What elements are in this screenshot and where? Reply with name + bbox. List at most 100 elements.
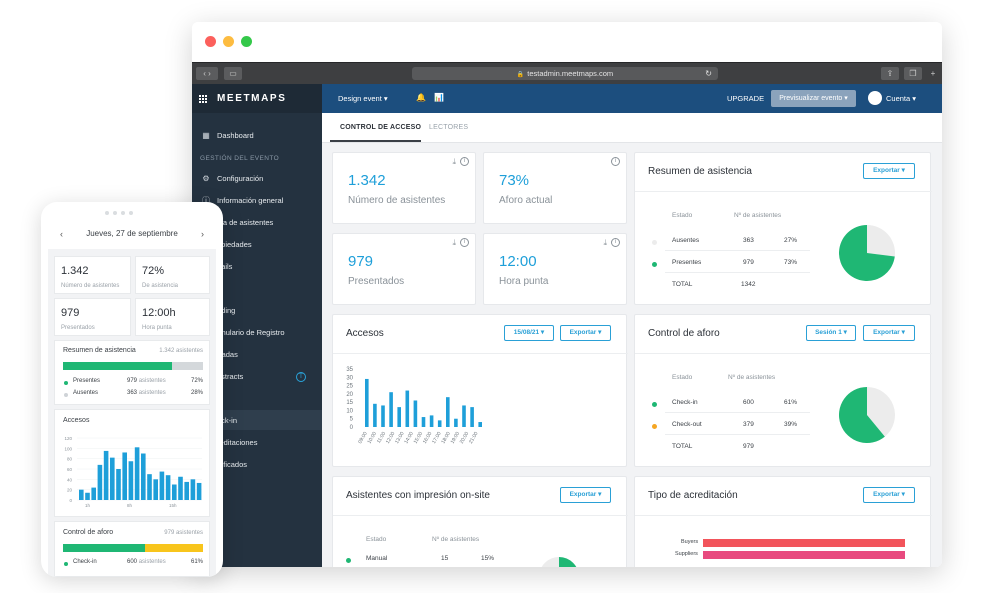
sidebar-item-emails[interactable]: nails [217, 261, 233, 271]
avatar[interactable] [868, 91, 882, 105]
design-event-dropdown[interactable]: Design event ▾ [338, 94, 388, 103]
back-forward-icon[interactable]: ‹ › [196, 67, 218, 80]
kpi-value: 1.342 [61, 265, 89, 277]
sidebar-item-dashboard[interactable]: ▦ Dashboard [192, 125, 322, 145]
row-estado: Presentes [672, 259, 702, 266]
download-icon[interactable]: ⤓ [603, 238, 607, 247]
date-filter-button[interactable]: 15/08/21 ▾ [504, 325, 554, 341]
card-title: Control de aforo [648, 328, 720, 339]
sidebar-item-entradas[interactable]: tradas [217, 349, 238, 359]
bar [389, 392, 393, 427]
export-button[interactable]: Exportar ▾ [863, 487, 915, 503]
column-header-estado: Estado [672, 374, 693, 381]
info-icon: ⓘ [202, 195, 210, 205]
x-tick-label: 11:00 [376, 431, 387, 445]
bar [405, 390, 410, 427]
acreditacion-card: Tipo de acreditación Exportar ▾ Buyers S… [634, 476, 932, 567]
row-estado: Ausentes [672, 237, 700, 244]
bar [184, 481, 189, 500]
aforo-pie-chart [839, 387, 895, 443]
y-tick-label: 20 [346, 392, 353, 398]
x-tick-label: 20:00 [459, 431, 471, 445]
url-bar[interactable]: 🔒 testadmin.meetmaps.com ↻ [412, 67, 718, 80]
sidebar-toggle-icon[interactable]: ▭ [224, 67, 242, 80]
bar [446, 397, 450, 427]
upgrade-link[interactable]: UPGRADE [727, 94, 765, 103]
tabs-icon[interactable]: ❐ [904, 67, 922, 80]
sidebar-item-formulario[interactable]: rmulario de Registro [217, 327, 285, 337]
session-filter-button[interactable]: Sesión 1 ▾ [806, 325, 856, 341]
bar [85, 492, 90, 500]
bar [397, 407, 401, 427]
kpi-value: 12:00 [499, 253, 537, 270]
bar [429, 415, 434, 427]
row-pct: 73% [784, 259, 798, 266]
maximize-window-button[interactable] [241, 36, 252, 47]
sidebar-item-abstracts[interactable]: ostracts [217, 371, 244, 381]
download-icon[interactable]: ⤓ [452, 157, 456, 166]
sidebar-item-propiedades[interactable]: opiedades [217, 239, 252, 249]
close-window-button[interactable] [205, 36, 216, 47]
sidebar-item-landing[interactable]: nding [217, 305, 236, 315]
minimize-window-button[interactable] [223, 36, 234, 47]
control-aforo-card: Control de aforo Sesión 1 ▾ Exportar ▾ E… [634, 314, 932, 467]
sidebar-item-informacion[interactable]: ⓘ Información general [202, 195, 284, 205]
kpi-label: Número de asistentes [348, 195, 446, 206]
chevron-right-icon[interactable]: › [201, 229, 204, 239]
column-header-num: Nº de asistentes [734, 212, 782, 219]
row-pct: 27% [784, 237, 798, 244]
info-icon[interactable]: i [611, 238, 620, 247]
reload-icon[interactable]: ↻ [705, 69, 712, 78]
lock-icon: 🔒 [516, 72, 525, 78]
x-tick-label: 16:00 [422, 431, 434, 445]
legend-dot [64, 393, 68, 397]
bar [190, 479, 196, 500]
pie-slice-presentes [839, 225, 895, 281]
card-title: Tipo de acreditación [648, 490, 738, 501]
url-text: testadmin.meetmaps.com [527, 69, 614, 78]
row-num: 15 [441, 555, 449, 562]
column-header-num: Nº de asistentes [728, 374, 776, 381]
export-button[interactable]: Exportar ▾ [560, 325, 611, 341]
bar [478, 422, 482, 427]
info-icon[interactable]: i [611, 157, 620, 166]
kpi-label: De asistencia [142, 283, 179, 289]
info-icon[interactable]: i [460, 157, 469, 166]
accesos-bar-chart: 0510152025303509:0010:0011:0012:0013:001… [346, 367, 482, 445]
sidebar-item-checkin[interactable]: eck-in [192, 410, 322, 430]
download-icon[interactable]: ⤓ [452, 238, 456, 247]
dashboard-icon: ▦ [202, 130, 210, 140]
sidebar-item-certificados[interactable]: rtificados [217, 459, 248, 469]
apps-grid-icon[interactable] [198, 94, 207, 103]
impresion-card: Asistentes con impresión on-site Exporta… [332, 476, 628, 567]
bell-icon[interactable]: 🔔 [416, 93, 426, 102]
kpi-value: 979 [348, 253, 374, 270]
tab-lectores[interactable]: LECTORES [429, 124, 469, 131]
share-icon[interactable]: ⇪ [881, 67, 899, 80]
preview-event-button[interactable]: Previsualizar evento ▾ [771, 90, 856, 107]
attendance-pie-chart [839, 225, 895, 281]
stats-icon[interactable]: 📊 [434, 93, 444, 102]
sidebar-item-asistentes[interactable]: sta de asistentes [217, 217, 274, 227]
total-label: TOTAL [672, 443, 693, 450]
bar [196, 482, 202, 500]
account-dropdown[interactable]: Cuenta ▾ [886, 94, 917, 103]
new-tab-icon[interactable]: + [930, 69, 936, 78]
bar [97, 464, 103, 500]
row-num: 363 [743, 237, 754, 244]
info-icon[interactable]: i [460, 238, 469, 247]
legend-dot [652, 240, 657, 245]
card-title: Asistentes con impresión on-site [346, 490, 490, 501]
card-title: Resumen de asistencia [648, 166, 752, 177]
sidebar-item-acreditaciones[interactable]: reditaciones [217, 437, 258, 447]
y-tick-label: 60 [67, 467, 73, 472]
phone-accesos-card: Accesos 0 20 40 60 80 100 120 1h 8h 15h [54, 409, 210, 517]
export-button[interactable]: Exportar ▾ [863, 163, 915, 179]
export-button[interactable]: Exportar ▾ [560, 487, 611, 503]
bar [381, 405, 385, 427]
export-button[interactable]: Exportar ▾ [863, 325, 915, 341]
chevron-left-icon[interactable]: ‹ [60, 229, 63, 239]
bar [91, 487, 96, 500]
tab-control-acceso[interactable]: CONTROL DE ACCESO [340, 124, 422, 131]
sidebar-item-configuracion[interactable]: ⚙ Configuración [192, 168, 322, 188]
